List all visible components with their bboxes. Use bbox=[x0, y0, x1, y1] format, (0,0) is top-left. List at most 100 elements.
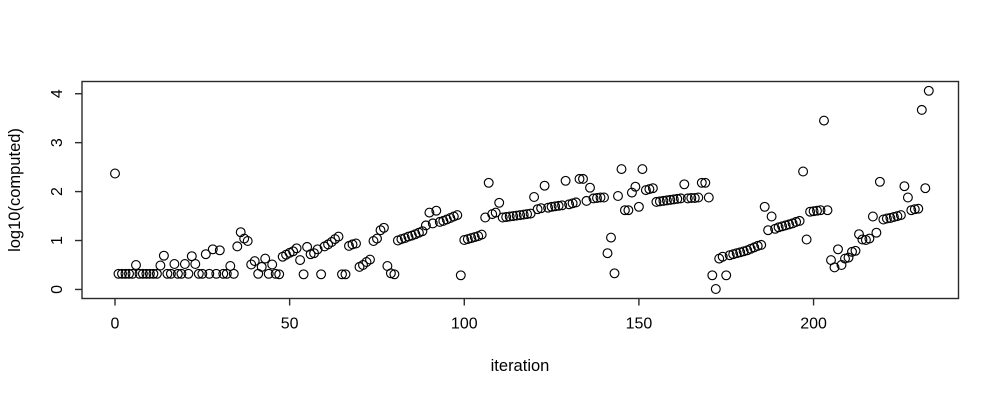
data-point bbox=[494, 197, 505, 208]
data-point bbox=[200, 249, 211, 260]
data-point bbox=[197, 268, 208, 279]
data-point bbox=[689, 193, 700, 203]
data-point bbox=[539, 180, 550, 191]
data-point bbox=[857, 234, 868, 245]
data-point bbox=[274, 269, 285, 280]
data-point bbox=[211, 268, 222, 279]
data-point bbox=[703, 192, 714, 203]
x-tick-label: 0 bbox=[111, 316, 120, 333]
data-point bbox=[717, 251, 728, 262]
data-point bbox=[553, 200, 564, 211]
data-point bbox=[172, 268, 183, 279]
x-tick-label: 100 bbox=[451, 316, 478, 333]
data-point bbox=[812, 205, 822, 216]
data-point bbox=[895, 210, 906, 221]
data-point bbox=[511, 210, 522, 221]
data-point bbox=[375, 225, 386, 236]
data-point bbox=[483, 177, 494, 188]
data-point bbox=[260, 253, 271, 264]
data-point bbox=[497, 212, 508, 223]
data-point bbox=[679, 179, 690, 190]
data-point bbox=[249, 256, 260, 267]
data-point bbox=[829, 262, 840, 273]
x-tick-label: 200 bbox=[800, 316, 827, 333]
data-point bbox=[881, 213, 892, 224]
x-tick-label: 150 bbox=[626, 316, 653, 333]
x-axis-label: iteration bbox=[491, 357, 550, 375]
data-point bbox=[134, 268, 145, 279]
data-point bbox=[599, 192, 609, 203]
data-point bbox=[766, 211, 777, 222]
data-point bbox=[536, 203, 547, 214]
data-point bbox=[592, 193, 602, 203]
data-points bbox=[110, 85, 934, 294]
data-point bbox=[242, 236, 253, 246]
data-point bbox=[124, 268, 134, 279]
data-point bbox=[522, 209, 533, 220]
data-point bbox=[557, 200, 568, 211]
data-point bbox=[647, 183, 658, 194]
data-point bbox=[798, 166, 809, 177]
data-point bbox=[675, 193, 686, 204]
data-point bbox=[850, 245, 861, 256]
data-point bbox=[696, 177, 707, 188]
data-point bbox=[909, 204, 920, 215]
data-point bbox=[158, 250, 169, 261]
data-point bbox=[218, 268, 229, 279]
data-point bbox=[232, 241, 243, 252]
data-point bbox=[546, 201, 557, 212]
data-point bbox=[351, 238, 361, 249]
data-point bbox=[633, 201, 644, 212]
data-point bbox=[867, 211, 878, 222]
data-point bbox=[623, 205, 634, 216]
data-point bbox=[427, 218, 438, 229]
data-point bbox=[162, 268, 173, 279]
data-point bbox=[864, 233, 875, 244]
data-point bbox=[207, 244, 218, 255]
data-point bbox=[606, 232, 616, 243]
data-point bbox=[763, 225, 774, 236]
data-point bbox=[651, 196, 662, 207]
data-point bbox=[476, 229, 487, 240]
data-point bbox=[661, 195, 672, 206]
data-point bbox=[560, 175, 571, 186]
data-point bbox=[686, 193, 697, 203]
data-point bbox=[193, 268, 204, 279]
data-point bbox=[819, 115, 829, 126]
data-point bbox=[609, 268, 620, 279]
data-point bbox=[452, 210, 463, 221]
data-point bbox=[455, 270, 466, 281]
data-point bbox=[801, 234, 812, 245]
data-point bbox=[330, 234, 340, 245]
data-point bbox=[672, 193, 683, 204]
data-point bbox=[721, 270, 732, 281]
data-point bbox=[920, 183, 931, 194]
data-point bbox=[372, 233, 382, 244]
data-point bbox=[871, 227, 882, 238]
data-point bbox=[246, 259, 257, 270]
data-point bbox=[805, 206, 816, 217]
data-point bbox=[295, 255, 306, 266]
y-axis-label: log10(computed) bbox=[6, 128, 24, 252]
data-point bbox=[137, 268, 148, 279]
data-point bbox=[183, 268, 194, 279]
plot-box bbox=[81, 80, 960, 300]
data-point bbox=[700, 177, 711, 188]
data-point bbox=[179, 259, 190, 269]
data-point bbox=[431, 205, 442, 216]
data-point bbox=[389, 269, 400, 280]
data-point bbox=[204, 268, 215, 279]
data-point bbox=[169, 259, 180, 269]
data-point bbox=[214, 245, 225, 256]
y-tick-label: 0 bbox=[49, 285, 66, 294]
data-point bbox=[833, 244, 843, 255]
data-point bbox=[923, 85, 934, 96]
data-point bbox=[358, 260, 368, 270]
data-point bbox=[267, 259, 278, 270]
data-point bbox=[899, 181, 910, 192]
data-point bbox=[550, 201, 561, 212]
data-point bbox=[141, 268, 152, 279]
data-point bbox=[581, 195, 592, 206]
data-point bbox=[525, 208, 536, 219]
